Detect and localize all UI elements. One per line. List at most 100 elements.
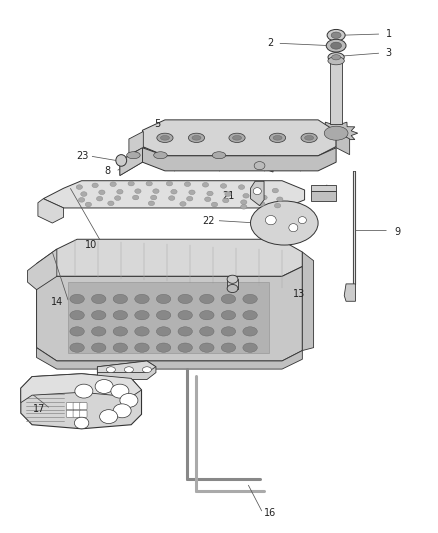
Polygon shape: [344, 284, 356, 301]
Ellipse shape: [74, 417, 89, 429]
Ellipse shape: [92, 327, 106, 336]
FancyBboxPatch shape: [80, 410, 87, 417]
Ellipse shape: [128, 181, 134, 186]
Ellipse shape: [200, 311, 214, 320]
Ellipse shape: [274, 203, 281, 208]
Ellipse shape: [301, 133, 317, 142]
FancyBboxPatch shape: [73, 403, 80, 410]
Ellipse shape: [225, 192, 231, 196]
Text: 14: 14: [51, 297, 64, 308]
Ellipse shape: [240, 200, 247, 205]
Ellipse shape: [120, 393, 138, 407]
Ellipse shape: [188, 133, 205, 142]
Ellipse shape: [113, 311, 127, 320]
Ellipse shape: [70, 294, 84, 304]
Text: 22: 22: [202, 216, 215, 225]
Text: 21: 21: [223, 191, 235, 201]
Ellipse shape: [221, 327, 236, 336]
Ellipse shape: [81, 192, 87, 196]
Ellipse shape: [265, 215, 276, 225]
Ellipse shape: [202, 182, 208, 187]
Ellipse shape: [178, 311, 192, 320]
Ellipse shape: [233, 135, 241, 140]
Text: 19: 19: [87, 381, 99, 390]
Ellipse shape: [227, 285, 238, 293]
Ellipse shape: [251, 201, 318, 245]
Ellipse shape: [116, 155, 127, 166]
Ellipse shape: [156, 327, 171, 336]
Ellipse shape: [243, 193, 249, 198]
Polygon shape: [353, 171, 356, 284]
Ellipse shape: [151, 195, 157, 200]
Polygon shape: [314, 120, 358, 146]
Ellipse shape: [178, 343, 192, 352]
Polygon shape: [68, 282, 268, 353]
Text: 9: 9: [395, 227, 401, 237]
Polygon shape: [36, 239, 302, 276]
Ellipse shape: [207, 191, 213, 196]
Ellipse shape: [92, 343, 106, 352]
Ellipse shape: [70, 327, 84, 336]
Ellipse shape: [277, 197, 283, 201]
Ellipse shape: [229, 133, 245, 142]
Ellipse shape: [156, 343, 171, 352]
Ellipse shape: [76, 185, 82, 189]
Ellipse shape: [256, 187, 263, 191]
Polygon shape: [251, 181, 264, 206]
Polygon shape: [142, 120, 336, 156]
Ellipse shape: [328, 56, 344, 65]
Ellipse shape: [272, 188, 279, 193]
Polygon shape: [302, 252, 314, 351]
Ellipse shape: [156, 294, 171, 304]
Ellipse shape: [78, 198, 85, 202]
Ellipse shape: [254, 161, 265, 169]
FancyBboxPatch shape: [80, 403, 87, 410]
Ellipse shape: [169, 196, 175, 200]
Text: 5: 5: [154, 119, 160, 130]
Ellipse shape: [221, 311, 236, 320]
Ellipse shape: [261, 195, 267, 200]
Ellipse shape: [153, 189, 159, 193]
Polygon shape: [142, 148, 336, 171]
Ellipse shape: [171, 189, 177, 194]
Ellipse shape: [135, 294, 149, 304]
Polygon shape: [97, 361, 156, 373]
FancyBboxPatch shape: [66, 403, 74, 410]
Ellipse shape: [259, 201, 265, 206]
Polygon shape: [36, 348, 302, 369]
Ellipse shape: [253, 188, 261, 195]
Polygon shape: [21, 374, 141, 429]
Ellipse shape: [70, 311, 84, 320]
Ellipse shape: [110, 182, 117, 187]
Ellipse shape: [304, 135, 314, 140]
Ellipse shape: [70, 343, 84, 352]
Ellipse shape: [192, 135, 201, 140]
Ellipse shape: [289, 224, 298, 232]
Ellipse shape: [221, 343, 236, 352]
Ellipse shape: [135, 189, 141, 193]
Polygon shape: [36, 264, 302, 361]
Ellipse shape: [148, 201, 155, 206]
Ellipse shape: [273, 135, 282, 140]
Polygon shape: [227, 279, 238, 288]
Ellipse shape: [99, 190, 105, 195]
Text: 13: 13: [293, 289, 306, 298]
Ellipse shape: [106, 367, 115, 373]
Ellipse shape: [95, 379, 113, 393]
Ellipse shape: [111, 384, 129, 398]
Ellipse shape: [92, 294, 106, 304]
Ellipse shape: [298, 216, 307, 224]
Ellipse shape: [135, 343, 149, 352]
Ellipse shape: [240, 205, 247, 209]
Ellipse shape: [243, 311, 257, 320]
Polygon shape: [330, 61, 343, 125]
Text: 3: 3: [386, 48, 392, 58]
FancyBboxPatch shape: [73, 410, 80, 417]
Polygon shape: [28, 249, 57, 289]
Ellipse shape: [269, 133, 286, 142]
Ellipse shape: [180, 201, 186, 206]
Ellipse shape: [75, 384, 93, 398]
Polygon shape: [43, 181, 304, 208]
Ellipse shape: [142, 367, 152, 373]
FancyBboxPatch shape: [66, 410, 74, 417]
